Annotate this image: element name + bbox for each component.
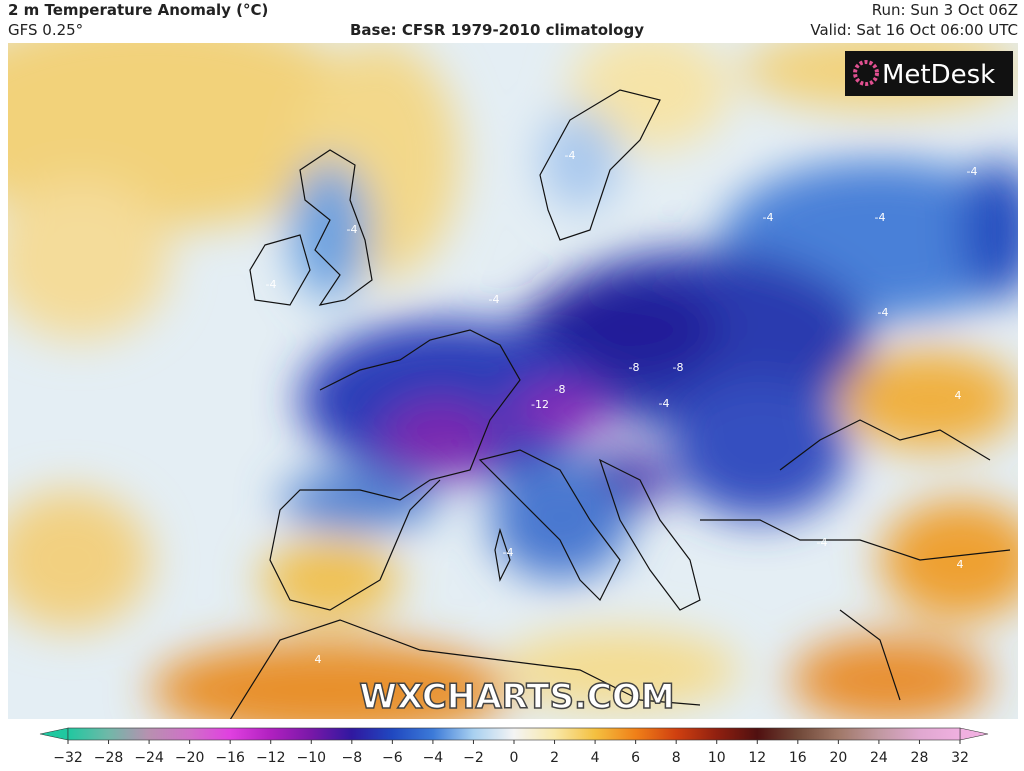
logo: MetDesk bbox=[882, 60, 995, 90]
colorbar-tick-label: 12 bbox=[748, 750, 766, 766]
contour-label: -4 bbox=[503, 546, 514, 559]
colorbar-bar bbox=[67, 727, 961, 741]
colorbar-arrow-left bbox=[39, 727, 69, 741]
contour-label: -8 bbox=[629, 361, 640, 374]
colorbar-tick-label: 0 bbox=[510, 750, 519, 766]
colorbar-arrow-right bbox=[959, 727, 989, 741]
contour-label: -4 bbox=[489, 293, 500, 306]
contour-label: 4 bbox=[315, 653, 322, 666]
colorbar-tick-label: −28 bbox=[94, 750, 124, 766]
contour-label: -4 bbox=[878, 306, 889, 319]
colorbar-tick-label: 24 bbox=[870, 750, 888, 766]
contour-label: -4 bbox=[565, 149, 576, 162]
run: Run: Sun 3 Oct 06Z bbox=[872, 1, 1018, 19]
contour-label: -4 bbox=[266, 278, 277, 291]
colorbar-tick-label: −6 bbox=[382, 750, 403, 766]
contour-label: 4 bbox=[957, 558, 964, 571]
contour-labels: -4 -4 -4 -4 -4 -4 -4 -4 -8 -8 -12 -8 -4 … bbox=[266, 149, 978, 666]
valid: Valid: Sat 16 Oct 06:00 UTC bbox=[810, 21, 1018, 39]
contour-label: -4 bbox=[659, 397, 670, 410]
base: Base: CFSR 1979-2010 climatology bbox=[350, 21, 644, 39]
colorbar-tick-label: −10 bbox=[296, 750, 326, 766]
contour-label: -12 bbox=[531, 398, 549, 411]
contour-label: -8 bbox=[555, 383, 566, 396]
colorbar-tick-label: 6 bbox=[631, 750, 640, 766]
colorbar-tick-label: −2 bbox=[463, 750, 484, 766]
contour-label: -8 bbox=[673, 361, 684, 374]
colorbar-tick-label: 20 bbox=[829, 750, 847, 766]
contour-label: -4 bbox=[967, 165, 978, 178]
colorbar-tick-label: 10 bbox=[708, 750, 726, 766]
logo-box bbox=[845, 51, 1013, 96]
colorbar-tick-label: −12 bbox=[256, 750, 286, 766]
colorbar-tick-label: 28 bbox=[911, 750, 929, 766]
watermark: WXCHARTS.COM bbox=[359, 677, 674, 717]
model: GFS 0.25° bbox=[8, 21, 83, 39]
map bbox=[8, 43, 1018, 719]
colorbar-tick-label: 32 bbox=[951, 750, 969, 766]
contour-label: 4 bbox=[955, 389, 962, 402]
title: 2 m Temperature Anomaly (°C) bbox=[8, 1, 268, 19]
colorbar-tick-label: 8 bbox=[672, 750, 681, 766]
contour-label: -4 bbox=[817, 536, 828, 549]
colorbar-tick-label: 4 bbox=[591, 750, 600, 766]
colorbar-tick-label: −32 bbox=[53, 750, 83, 766]
contour-label: -4 bbox=[347, 223, 358, 236]
colorbar-tick-label: −8 bbox=[341, 750, 362, 766]
colorbar-tick-label: −20 bbox=[175, 750, 205, 766]
colorbar-tick-label: −24 bbox=[134, 750, 164, 766]
contour-label: -4 bbox=[763, 211, 774, 224]
colorbar-tick-label: 16 bbox=[789, 750, 807, 766]
colorbar: −32 −28 −24 −20 −16 −12 −10 −8 −6 −4 −2 0 2 4 6 8 10 12 16… bbox=[39, 727, 989, 766]
contour-label: -4 bbox=[875, 211, 886, 224]
colorbar-tick-label: 2 bbox=[550, 750, 559, 766]
colorbar-tick-label: −4 bbox=[423, 750, 444, 766]
colorbar-tick-label: −16 bbox=[215, 750, 245, 766]
